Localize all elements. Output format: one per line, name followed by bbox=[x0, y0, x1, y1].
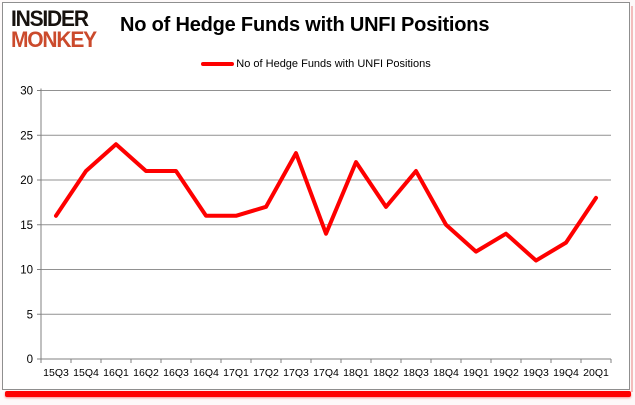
x-tick-label: 17Q4 bbox=[313, 367, 339, 379]
x-tick-label: 16Q4 bbox=[193, 367, 219, 379]
chart-panel: INSIDER MONKEY No of Hedge Funds with UN… bbox=[2, 2, 630, 390]
x-tick-label: 15Q3 bbox=[43, 367, 69, 379]
x-tick-label: 18Q1 bbox=[343, 367, 369, 379]
x-tick-label: 20Q1 bbox=[583, 367, 609, 379]
logo-line-insider: INSIDER bbox=[11, 6, 89, 32]
y-tick-label: 15 bbox=[20, 220, 33, 232]
x-tick-label: 19Q2 bbox=[493, 367, 519, 379]
x-tick-label: 18Q4 bbox=[433, 367, 459, 379]
x-tick-label: 18Q2 bbox=[373, 367, 399, 379]
x-tick-label: 17Q2 bbox=[253, 367, 279, 379]
logo-line-monkey: MONKEY bbox=[11, 27, 97, 52]
legend-label: No of Hedge Funds with UNFI Positions bbox=[236, 58, 431, 70]
y-tick-label: 25 bbox=[20, 130, 33, 142]
x-tick-label: 16Q1 bbox=[103, 367, 129, 379]
x-tick-label: 15Q4 bbox=[73, 367, 99, 379]
insider-monkey-logo: INSIDER MONKEY bbox=[11, 6, 97, 52]
chart-legend: No of Hedge Funds with UNFI Positions bbox=[3, 58, 629, 70]
x-tick-label: 18Q3 bbox=[403, 367, 429, 379]
x-tick-label: 17Q3 bbox=[283, 367, 309, 379]
chart-title: No of Hedge Funds with UNFI Positions bbox=[120, 14, 490, 36]
x-tick-label: 16Q2 bbox=[133, 367, 159, 379]
right-shadow-border bbox=[631, 6, 633, 392]
x-tick-label: 19Q3 bbox=[523, 367, 549, 379]
x-tick-label: 17Q1 bbox=[223, 367, 249, 379]
legend-line-marker bbox=[201, 62, 235, 66]
line-chart: 0 5 10 15 20 25 30 15Q3 15Q4 16Q1 16Q2 16Q3 16Q4 17Q1… bbox=[20, 86, 612, 379]
bottom-red-bar bbox=[5, 391, 631, 397]
y-tick-label: 10 bbox=[20, 265, 33, 277]
x-tick-label: 19Q1 bbox=[463, 367, 489, 379]
y-tick-label: 5 bbox=[27, 309, 33, 321]
y-tick-label: 20 bbox=[20, 175, 33, 187]
y-tick-label: 30 bbox=[20, 86, 33, 98]
x-tick-label: 19Q4 bbox=[553, 367, 579, 379]
x-tick-label: 16Q3 bbox=[163, 367, 189, 379]
series-line bbox=[54, 142, 598, 263]
y-tick-label: 0 bbox=[27, 354, 33, 366]
